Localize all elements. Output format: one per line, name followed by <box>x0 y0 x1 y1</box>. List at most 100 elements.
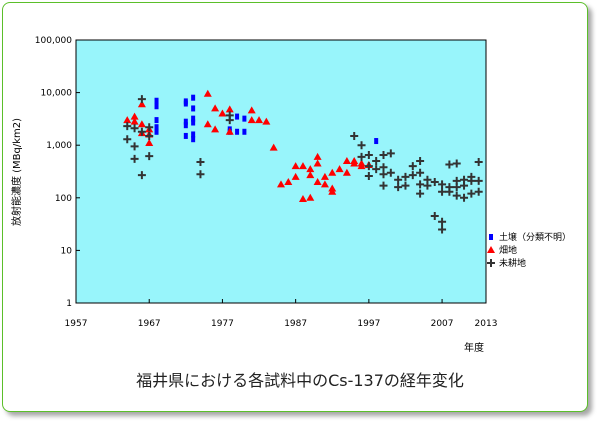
data-points <box>123 89 483 234</box>
farmland-point <box>255 116 264 124</box>
soil-point <box>183 122 188 129</box>
farmland-point <box>328 168 337 176</box>
x-axis-title: 年度 <box>464 341 484 354</box>
soil-point <box>183 118 188 125</box>
farmland-point <box>313 159 322 167</box>
farmland-point <box>262 117 271 125</box>
unfarmed-point <box>467 189 476 198</box>
unfarmed-point <box>196 170 205 179</box>
unfarmed-point <box>452 159 461 168</box>
unfarmed-point <box>137 95 146 104</box>
unfarmed-point <box>430 212 439 221</box>
unfarmed-point <box>474 157 483 166</box>
unfarmed-point <box>364 171 373 180</box>
x-axis: 1957 1967 1977 1987 1997 2007 2013 <box>65 299 498 329</box>
x-tick-label: 2013 <box>475 319 498 329</box>
farmland-point <box>320 172 329 180</box>
unfarmed-point <box>460 193 469 202</box>
unfarmed-point <box>379 181 388 190</box>
farmland-point <box>277 180 285 188</box>
unfarmed-point <box>364 162 373 171</box>
unfarmed-point <box>438 217 447 226</box>
unfarmed-point <box>438 225 447 234</box>
unfarmed-point <box>416 189 425 198</box>
soil-point <box>235 113 240 120</box>
farmland-point <box>203 89 212 97</box>
soil-point <box>191 94 196 101</box>
x-tick-label: 1997 <box>357 319 380 329</box>
legend-farmland-label: 畑地 <box>499 244 517 256</box>
soil-point <box>183 132 188 139</box>
unfarmed-point <box>394 175 403 184</box>
y-tick-label: 100,000 <box>35 36 72 46</box>
unfarmed-point <box>474 176 483 185</box>
unfarmed-point <box>137 171 146 180</box>
unfarmed-point <box>401 181 410 190</box>
unfarmed-point <box>364 151 373 160</box>
farmland-point <box>225 105 234 113</box>
farmland-point <box>225 127 234 135</box>
farmland-point <box>313 152 322 160</box>
unfarmed-point <box>145 123 154 132</box>
soil-point <box>191 136 196 143</box>
farmland-point <box>291 162 300 170</box>
farmland-point <box>298 194 307 202</box>
unfarmed-point <box>379 170 388 179</box>
unfarmed-point <box>357 141 366 150</box>
unfarmed-point <box>438 187 447 196</box>
farmland-point <box>211 125 220 133</box>
unfarmed-point <box>386 149 395 158</box>
unfarmed-point <box>467 176 476 185</box>
soil-point <box>191 105 196 112</box>
unfarmed-point <box>423 181 432 190</box>
unfarmed-point <box>350 131 359 140</box>
unfarmed-point <box>408 162 417 171</box>
soil-point <box>154 128 159 135</box>
unfarmed-point <box>408 171 417 180</box>
farmland-point <box>357 162 366 170</box>
farmland-point <box>123 116 132 124</box>
farmland-point <box>218 109 227 117</box>
soil-point <box>154 117 159 124</box>
farmland-point <box>342 157 351 165</box>
unfarmed-point <box>474 187 483 196</box>
unfarmed-point <box>137 127 146 136</box>
unfarmed-point <box>401 172 410 181</box>
x-tick-label: 1987 <box>284 319 307 329</box>
farmland-point <box>306 193 315 201</box>
farmland-point <box>328 187 337 195</box>
soil-point <box>154 103 159 110</box>
x-tick-label: 1967 <box>138 319 161 329</box>
chart-caption: 福井県における各試料中のCs-137の経年変化 <box>136 371 464 390</box>
unfarmed-point <box>196 157 205 166</box>
farmland-point <box>247 116 256 124</box>
unfarmed-point <box>379 163 388 172</box>
farmland-point <box>130 112 139 120</box>
farmland-point <box>291 172 300 180</box>
unfarmed-point <box>130 154 139 163</box>
unfarmed-point <box>460 175 469 184</box>
farmland-point <box>335 165 344 173</box>
soil-point <box>191 115 196 122</box>
farmland-point <box>298 162 307 170</box>
farmland-point <box>313 177 322 185</box>
farmland-point <box>306 165 315 173</box>
y-axis-title: 放射能濃度 (MBq/km2) <box>10 118 23 226</box>
soil-point <box>154 97 159 104</box>
farmland-point <box>137 100 146 108</box>
farmland-point <box>211 104 220 112</box>
legend-farmland-marker <box>487 246 495 253</box>
unfarmed-point <box>438 180 447 189</box>
farmland-point <box>145 139 154 147</box>
unfarmed-point <box>430 177 439 186</box>
farmland-point <box>130 117 139 125</box>
legend-unfarmed-label: 未耕地 <box>499 257 526 269</box>
legend-soil-marker <box>489 234 493 240</box>
unfarmed-point <box>452 191 461 200</box>
soil-point <box>191 119 196 126</box>
x-tick-label: 1977 <box>211 319 234 329</box>
unfarmed-point <box>123 122 132 131</box>
unfarmed-point <box>445 160 454 169</box>
x-tick-label: 2007 <box>431 319 454 329</box>
y-tick-label: 10,000 <box>41 89 73 99</box>
